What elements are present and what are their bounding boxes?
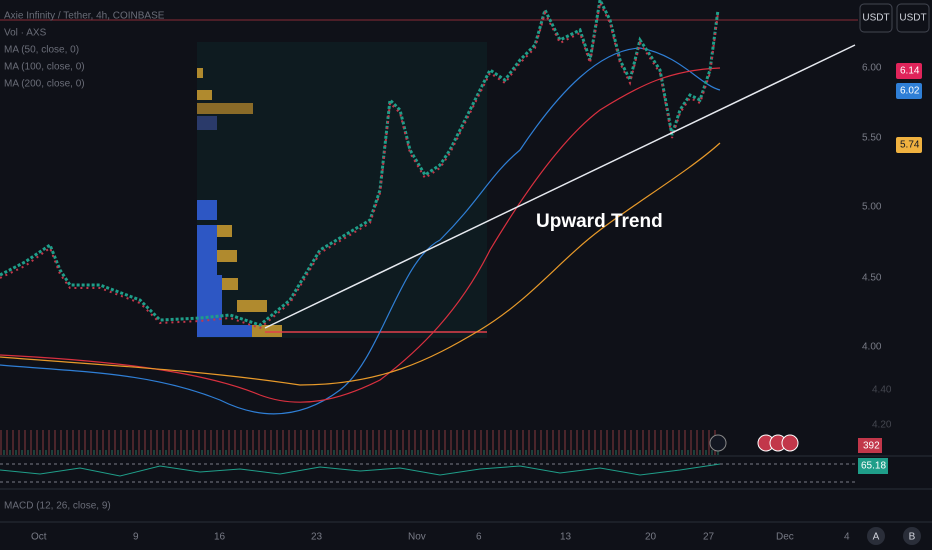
badge-label: 6.02 <box>900 86 920 97</box>
button-label[interactable]: USDT <box>862 13 889 24</box>
legend-item: MA (100, close, 0) <box>4 62 85 73</box>
time-label: 16 <box>214 532 226 543</box>
badge <box>858 458 888 474</box>
annotation: Upward Trend <box>536 211 663 232</box>
price-label: 4.40 <box>872 385 892 396</box>
badge <box>896 83 922 99</box>
button-label[interactable]: USDT <box>899 13 926 24</box>
time-label: Dec <box>776 532 794 543</box>
button[interactable] <box>896 3 930 33</box>
time-label: Oct <box>31 532 47 543</box>
price-label: 5.00 <box>862 202 882 213</box>
badge <box>896 63 922 79</box>
corner-button[interactable] <box>903 527 921 545</box>
legend-item: MA (200, close, 0) <box>4 79 85 90</box>
badge-label: 5.74 <box>900 140 920 151</box>
trendline <box>264 44 856 329</box>
rsi-line <box>0 463 721 477</box>
rsi-badge: 65.18 <box>861 461 886 472</box>
legend-item: Axie Infinity / Tether, 4h, COINBASE <box>4 11 165 22</box>
time-label: 9 <box>133 532 139 543</box>
corner-label[interactable]: B <box>909 532 916 543</box>
price-label: 6.00 <box>862 63 882 74</box>
time-label: 4 <box>844 532 850 543</box>
time-label: 6 <box>476 532 482 543</box>
time-label: Nov <box>408 532 426 543</box>
legend: Axie Infinity / Tether, 4h, COINBASE Vol… <box>4 11 165 90</box>
legend-item: Vol · AXS <box>4 28 47 39</box>
candles-down <box>0 0 719 330</box>
price-label: 4.20 <box>872 420 892 431</box>
time-label: 13 <box>560 532 572 543</box>
volume-profile-box <box>197 42 487 338</box>
candles <box>0 0 720 327</box>
price-label: 5.50 <box>862 133 882 144</box>
ma-200 <box>0 142 721 386</box>
badge-label: 6.14 <box>900 66 920 77</box>
legend-item: MA (50, close, 0) <box>4 45 79 56</box>
volume-profile <box>197 68 282 337</box>
price-label: 4.00 <box>862 342 882 353</box>
price-label: 4.50 <box>862 273 882 284</box>
volume-badge: 392 <box>863 441 880 452</box>
time-axis: Oct 9 16 23 Nov 6 13 20 27 Dec 4 <box>31 532 850 543</box>
time-label: 27 <box>703 532 715 543</box>
ma-50 <box>0 47 721 415</box>
badge <box>858 438 882 453</box>
corner-button[interactable] <box>867 527 885 545</box>
button[interactable] <box>859 3 893 33</box>
time-label: 23 <box>311 532 323 543</box>
corner-label[interactable]: A <box>873 532 880 543</box>
ma-100 <box>0 67 721 403</box>
macd-legend: MACD (12, 26, close, 9) <box>4 501 111 512</box>
event-icons <box>709 434 799 452</box>
time-label: 20 <box>645 532 657 543</box>
volume-bars <box>0 400 720 455</box>
badge <box>896 137 922 153</box>
